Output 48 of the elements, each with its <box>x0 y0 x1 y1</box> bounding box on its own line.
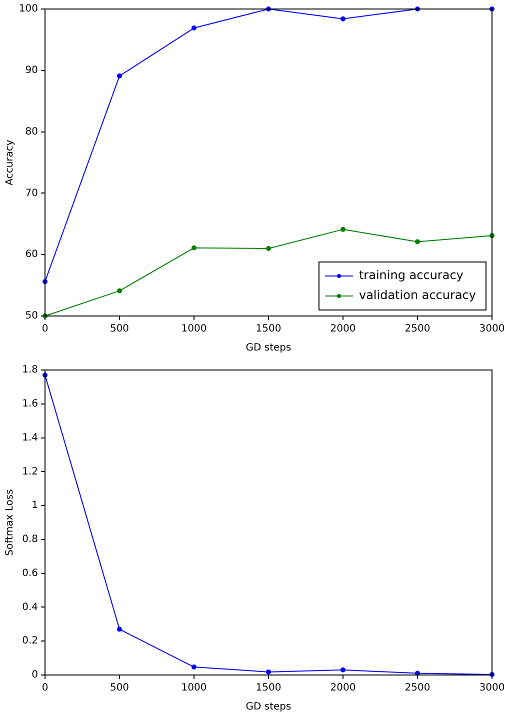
x-tick-label: 1500 <box>256 682 282 694</box>
point <box>340 16 346 22</box>
legend-label: validation accuracy <box>358 288 476 302</box>
y-axis-title: Accuracy <box>4 140 16 186</box>
point <box>117 626 122 632</box>
y-tick-label: 100 <box>18 4 38 15</box>
y-tick-label: 80 <box>25 126 38 138</box>
point <box>266 669 271 674</box>
point <box>340 667 346 672</box>
y-tick-label: 0 <box>32 670 38 681</box>
y-tick-label: 1.6 <box>22 398 38 410</box>
point <box>192 245 196 250</box>
y-tick-label: 0.8 <box>22 534 38 546</box>
point <box>192 26 196 31</box>
y-tick-label: 1.2 <box>22 466 38 478</box>
x-tick-label: 1500 <box>256 324 282 335</box>
x-tick-label: 2500 <box>404 324 430 335</box>
y-tick-label: 90 <box>25 64 38 76</box>
x-tick-label: 1000 <box>181 682 207 694</box>
x-tick-label: 3000 <box>479 324 505 335</box>
y-tick-label: 60 <box>25 249 38 260</box>
y-tick-label: 0.6 <box>22 568 38 579</box>
x-tick-label: 3000 <box>479 682 505 694</box>
x-axis-title: GD steps <box>246 702 292 713</box>
y-axis-title: Softmax Loss <box>4 489 16 556</box>
y-tick-label: 0.2 <box>22 636 38 647</box>
x-tick-label: 500 <box>110 682 130 694</box>
point <box>266 246 271 251</box>
y-tick-label: 0.4 <box>22 602 38 613</box>
x-tick-label: 500 <box>110 324 130 335</box>
point <box>415 239 420 244</box>
x-tick-label: 1000 <box>181 324 207 335</box>
y-tick-label: 1 <box>32 500 38 512</box>
x-tick-label: 2000 <box>330 682 356 694</box>
y-tick-label: 1.4 <box>22 432 38 444</box>
x-tick-label: 0 <box>42 324 48 335</box>
point <box>117 288 122 294</box>
point <box>117 73 122 78</box>
x-tick-label: 0 <box>42 682 48 694</box>
y-tick-label: 50 <box>25 310 38 322</box>
point <box>340 226 346 232</box>
x-axis-title: GD steps <box>246 342 292 354</box>
y-tick-label: 70 <box>25 188 38 199</box>
legend-label: training accuracy <box>358 268 464 282</box>
point <box>192 664 196 670</box>
y-tick-label: 1.8 <box>22 364 38 376</box>
x-tick-label: 2500 <box>404 682 430 694</box>
x-tick-label: 2000 <box>330 324 356 335</box>
